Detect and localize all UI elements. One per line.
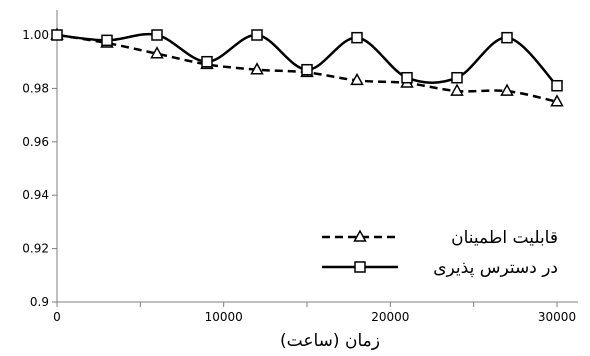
data-point-availability [51,29,63,41]
data-point-reliability [500,83,514,96]
legend-marker-availability [354,261,366,273]
data-point-reliability [350,72,364,86]
data-point-availability [501,31,513,44]
series-layer [50,27,564,107]
y-tick-label: 0.96 [22,135,49,149]
x-axis-title: زمان (ساعت) [280,331,380,351]
data-point-availability [551,79,563,92]
legend-label-availability: در دسترس پذیری [433,258,558,278]
x-tick-label: 10000 [205,310,243,324]
series-line-availability [56,32,558,87]
legend-marker-shape [354,261,366,273]
axes: 0.9 0.92 0.94 0.96 0.98 1.00 0 10000 20000 30000 [22,10,578,324]
data-point-availability [151,29,163,41]
legend: قابلیت اطمینان در دسترس پذیری [322,228,558,278]
x-tick-label: 0 [53,310,61,324]
data-point-reliability [150,46,164,59]
y-tick-label: 0.94 [22,188,49,202]
data-point-availability [351,31,363,44]
data-point-reliability [250,62,264,75]
x-tick-label: 20000 [371,310,409,324]
data-point-availability [301,63,313,76]
data-point-availability [101,34,113,47]
legend-label-reliability: قابلیت اطمینان [451,228,558,248]
y-tick-label: 1.00 [22,28,49,42]
data-point-availability [201,55,213,68]
y-tick-label: 0.92 [22,242,49,256]
x-tick-label: 30000 [538,310,576,324]
legend-marker-reliability [353,229,367,242]
data-point-availability [451,71,463,84]
legend-marker-shape [353,229,367,242]
y-tick-label: 0.98 [22,81,49,95]
data-point-availability [401,71,413,84]
data-point-reliability [550,94,564,107]
data-point-availability [251,29,263,41]
y-tick-label: 0.9 [30,295,49,309]
data-point-reliability [450,83,464,96]
